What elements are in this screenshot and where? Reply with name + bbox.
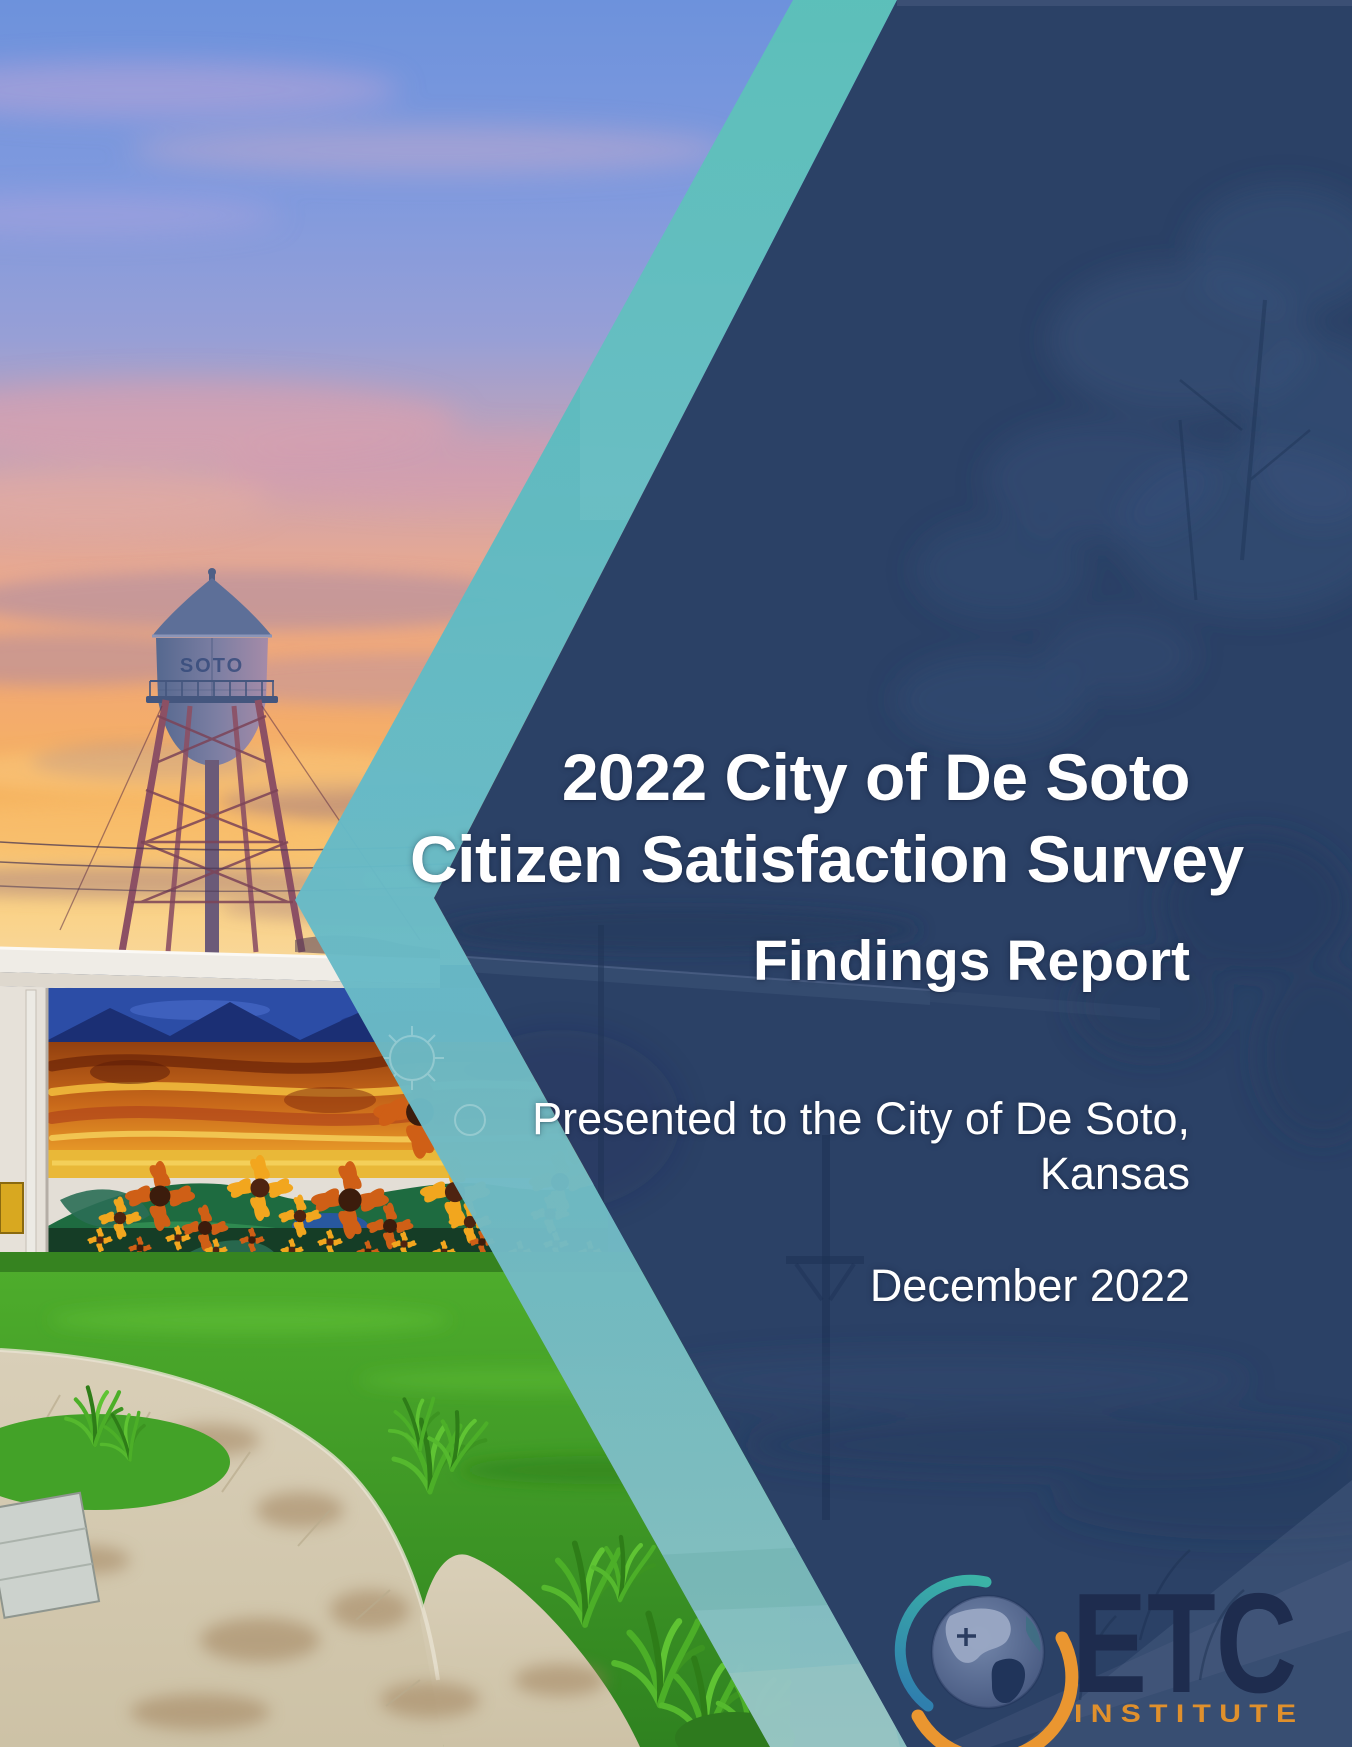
- water-tower-label: SOTO: [180, 655, 244, 677]
- concrete-block: [0, 1491, 101, 1619]
- globe-icon: [894, 1574, 1079, 1747]
- globe-teal-arc: [894, 1574, 992, 1712]
- yellow-sign: [0, 1182, 24, 1234]
- report-date: December 2022: [869, 1260, 1190, 1311]
- report-subtitle: Findings Report: [753, 929, 1190, 993]
- presented-to-line1: Presented to the City of De Soto,: [532, 1093, 1190, 1144]
- mural-building: [0, 935, 618, 1268]
- overlay-panel: [434, 0, 1352, 1747]
- logo-wordmark: ETC: [1072, 1564, 1297, 1723]
- logo-subtext: I N S T I T U T E: [1074, 1700, 1296, 1728]
- etc-institute-logo: ETC I N S T I T U T E: [894, 1564, 1297, 1747]
- presented-to-block: Presented to the City of De Soto, Kansas: [410, 1091, 1190, 1201]
- title-block: 2022 City of De Soto Citizen Satisfactio…: [410, 736, 1244, 1311]
- presented-to-line2: Kansas: [1039, 1148, 1190, 1199]
- lawn-and-sidewalk: [0, 1252, 795, 1747]
- globe-orange-arc: [911, 1631, 1079, 1747]
- report-title-line1: 2022 City of De Soto: [561, 740, 1191, 814]
- report-title-line2: Citizen Satisfaction Survey: [410, 822, 1244, 896]
